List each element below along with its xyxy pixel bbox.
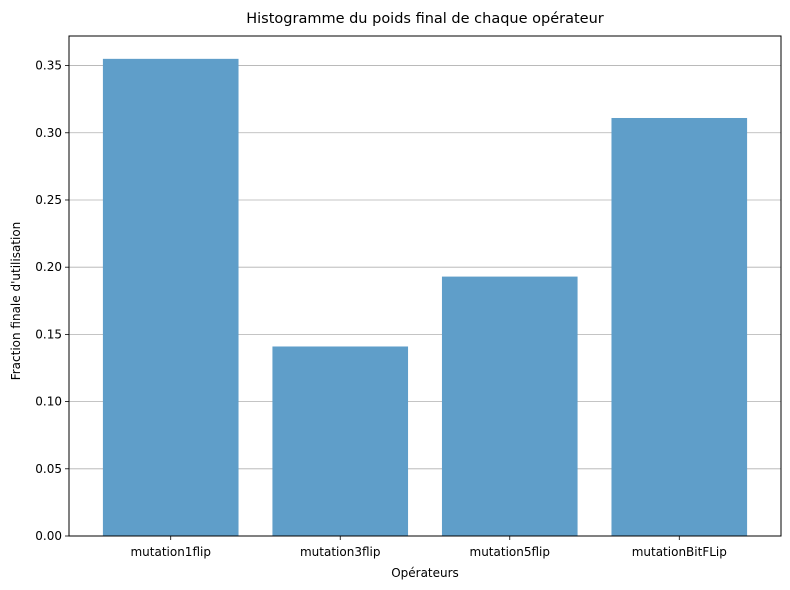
y-axis-ticks: 0.00 0.05 0.10 0.15 0.20 0.25 0.30 0.35: [35, 59, 69, 543]
y-tick-label: 0.35: [35, 59, 62, 73]
bar-mutation3flip: [272, 346, 409, 536]
bar-mutationBitFLip: [611, 117, 748, 536]
x-tick-label: mutationBitFLip: [632, 545, 727, 559]
bar-mutation5flip: [441, 276, 578, 536]
x-axis-label: Opérateurs: [391, 566, 459, 580]
y-tick-label: 0.00: [35, 529, 62, 543]
plot-frame: [68, 35, 782, 537]
y-tick-label: 0.05: [35, 462, 62, 476]
y-tick-label: 0.25: [35, 193, 62, 207]
bars: [102, 58, 748, 537]
y-axis-label: Fraction finale d'utilisation: [9, 222, 23, 381]
y-tick-label: 0.15: [35, 327, 62, 341]
x-tick-label: mutation5flip: [470, 545, 550, 559]
chart-title: Histogramme du poids final de chaque opé…: [246, 11, 604, 27]
y-tick-label: 0.30: [35, 126, 62, 140]
x-tick-label: mutation1flip: [130, 545, 210, 559]
x-axis-ticks: mutation1flip mutation3flip mutation5flip m…: [130, 536, 727, 559]
y-tick-label: 0.20: [35, 260, 62, 274]
bar-mutation1flip: [102, 58, 239, 537]
y-tick-label: 0.10: [35, 395, 62, 409]
x-tick-label: mutation3flip: [300, 545, 380, 559]
